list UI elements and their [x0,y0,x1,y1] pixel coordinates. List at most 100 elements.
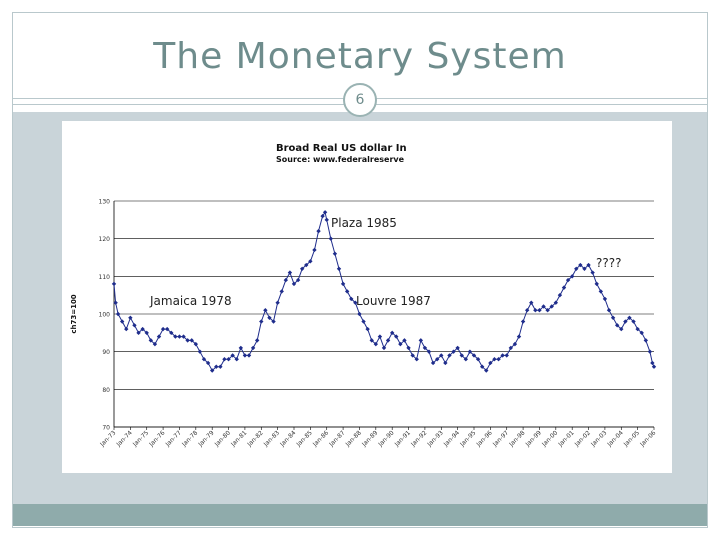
data-point [443,360,448,366]
x-tick-label: Jan-84 [278,429,297,448]
x-tick-label: Jan-95 [458,429,477,448]
data-point [484,368,489,373]
data-point [283,277,289,283]
data-point [279,289,284,294]
chart-image: Broad Real US dollar In Source: www.feder… [62,121,672,473]
data-point [651,364,657,369]
x-tick-label: Jan-93 [426,429,445,448]
data-point [475,357,481,362]
data-point [578,262,583,268]
data-point [308,259,313,264]
chart-title: Broad Real US dollar In [276,143,407,154]
data-point [336,266,342,271]
data-point [320,213,325,219]
x-tick-label: Jan-75 [131,429,150,448]
data-point [160,326,166,332]
data-point [238,345,244,351]
data-point [344,289,350,294]
data-point [140,326,145,332]
data-point [406,345,411,351]
x-tick-label: Jan-03 [589,429,608,448]
data-point [263,308,268,313]
data-point [422,345,428,351]
data-point [340,281,346,287]
data-point [545,308,550,313]
data-point [614,323,620,328]
x-tick-label: Jan-02 [573,429,592,448]
data-point [250,345,256,351]
data-point [524,308,530,313]
data-point [164,326,170,332]
data-point [439,353,444,358]
annotation-louvre-1987: Louvre 1987 [356,294,431,308]
data-point [508,345,514,351]
y-tick-label: 110 [99,274,111,281]
data-point [222,357,227,362]
data-point [631,319,636,324]
data-point [500,353,505,358]
data-point [561,285,567,290]
data-point [418,338,424,343]
data-point [463,357,469,362]
data-point [353,300,358,305]
y-axis-label: ch73=100 [70,294,78,333]
x-tick-label: Jan-99 [524,429,543,448]
x-tick-label: Jan-92 [409,429,428,448]
data-point [377,334,383,339]
data-point [606,308,612,313]
data-point [230,353,235,358]
data-point [471,353,477,358]
data-point [275,300,280,305]
data-point [434,357,440,362]
data-point [594,281,599,287]
x-tick-label: Jan-88 [344,429,363,448]
data-point [201,357,207,362]
data-point [361,319,366,324]
data-point [574,266,579,271]
x-tick-label: Jan-94 [442,429,461,448]
data-point [113,300,118,305]
data-point [324,217,329,223]
data-point [533,308,538,313]
data-point [586,262,591,268]
x-tick-label: Jan-76 [147,429,166,448]
x-tick-label: Jan-85 [295,429,314,448]
data-point [304,262,309,268]
data-point [650,360,655,366]
data-point [590,270,595,275]
data-point [647,349,653,354]
data-point [132,323,137,328]
data-point [181,334,186,339]
data-point [332,251,338,256]
data-point [287,270,293,275]
data-point [365,326,370,332]
data-point [635,326,640,332]
x-tick-label: Jan-74 [115,429,134,448]
x-tick-label: Jan-79 [196,429,215,448]
x-tick-label: Jan-82 [246,429,265,448]
x-tick-label: Jan-91 [393,429,412,448]
data-point [467,349,473,354]
x-tick-label: Jan-87 [327,429,346,448]
x-tick-label: Jan-89 [360,429,379,448]
data-point [357,311,362,317]
data-point [394,334,399,339]
y-tick-label: 70 [102,425,110,432]
data-point [197,349,203,354]
data-point [234,357,239,362]
x-tick-label: Jan-81 [229,429,248,448]
data-point [602,296,608,302]
data-point [299,266,305,271]
annotation-jamaica-1978: Jamaica 1978 [150,294,232,308]
data-point [218,364,223,369]
data-point [267,315,272,320]
data-point [459,353,464,358]
x-tick-label: Jan-86 [311,429,330,448]
data-point [173,334,178,339]
data-point [516,334,522,339]
data-point [111,281,117,287]
slide-title: The Monetary System [153,36,567,77]
x-tick-label: Jan-00 [540,429,559,448]
data-point [496,357,501,362]
x-tick-label: Jan-77 [164,429,183,448]
